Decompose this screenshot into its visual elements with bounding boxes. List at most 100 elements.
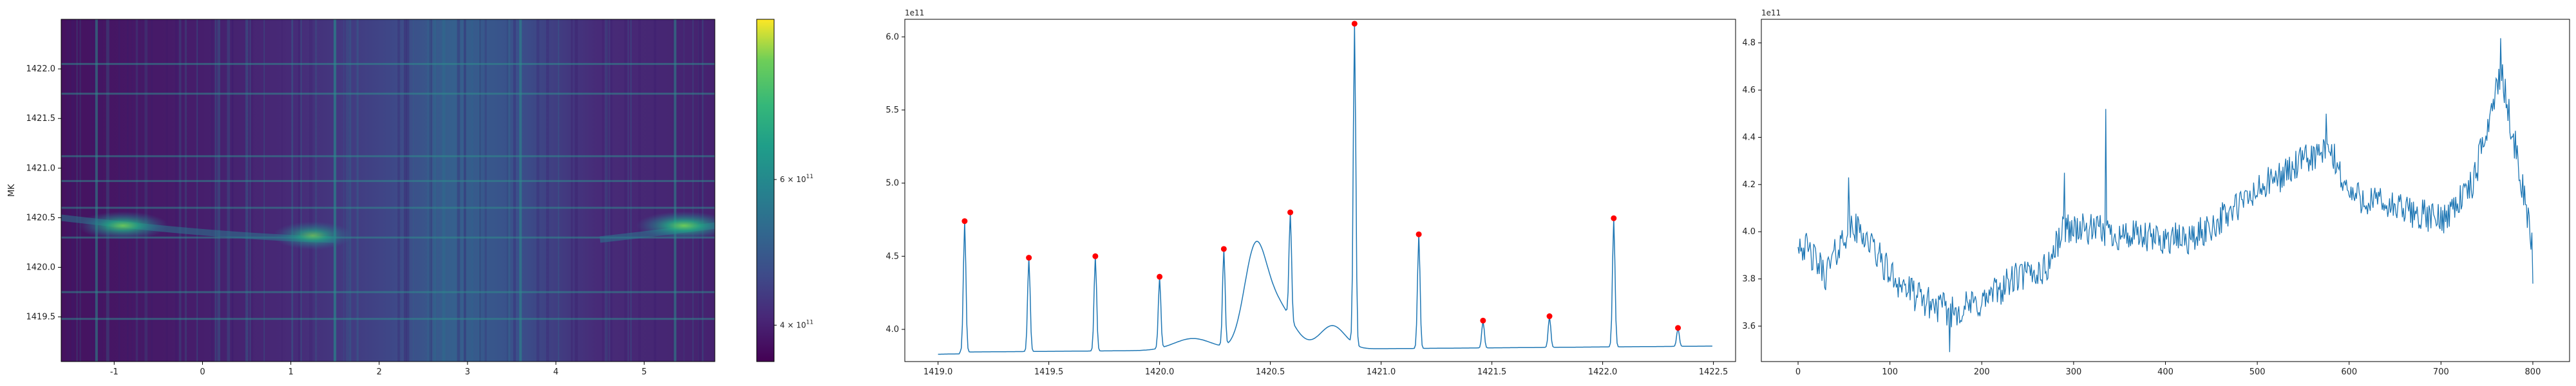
heatmap-column-stripe: [698, 19, 701, 362]
heatmap-frame: [61, 19, 715, 362]
heatmap-column-stripe: [638, 19, 641, 362]
heatmap-column-stripe: [442, 19, 445, 362]
heatmap-column-stripe: [471, 19, 474, 362]
colorbar-tick-mantissa: 6 × 10: [780, 175, 806, 184]
heatmap-column-stripe: [571, 19, 573, 362]
heatmap-column-stripe: [292, 19, 294, 362]
heatmap-bright-row: [61, 93, 715, 95]
heatmap-body: [61, 19, 715, 362]
heatmap-column-stripe: [144, 19, 148, 362]
heatmap-column-stripe: [624, 19, 627, 362]
heatmap-column-stripe: [433, 19, 437, 362]
heatmap-bright-row: [61, 207, 715, 209]
heatmap-column-stripe: [231, 19, 233, 362]
heatmap-bright-column: [519, 19, 522, 362]
colorbar-tick-label: 4 × 1011: [780, 319, 813, 329]
heatmap-column-stripe: [251, 19, 254, 362]
heatmap-column-stripe: [211, 19, 214, 362]
heatmap-column-stripe: [79, 19, 81, 362]
heatmap-column-stripe: [291, 19, 292, 362]
peak-marker: [1480, 317, 1486, 324]
heatmap-column-stripe: [350, 19, 352, 362]
x-tick-label: 1: [288, 367, 293, 377]
heatmap-column-stripe: [245, 19, 249, 362]
heatmap-column-stripe: [404, 19, 407, 362]
x-tick-label: 1421.0: [1367, 367, 1396, 377]
y-tick-label: 4.0: [886, 325, 899, 335]
heatmap-bright-row: [61, 155, 715, 158]
y-tick-label: 3.6: [1742, 322, 1756, 331]
x-tick-label: 800: [2525, 367, 2541, 377]
heatmap-column-stripe: [507, 19, 509, 362]
x-tick-label: 700: [2433, 367, 2449, 377]
peak-marker: [1157, 273, 1163, 280]
heatmap-column-stripe: [76, 19, 78, 362]
y-tick-label: 1420.5: [26, 213, 56, 223]
y-tick-label: 4.0: [1742, 227, 1756, 237]
heatmap-column-stripe: [536, 19, 540, 362]
x-tick-label: 1420.5: [1256, 367, 1285, 377]
x-tick-label: 200: [1974, 367, 1990, 377]
heatmap-bright-row: [61, 62, 715, 65]
x-tick-label: 0: [200, 367, 205, 377]
heatmap-column-stripe: [135, 19, 138, 362]
y-tick-label: 1419.5: [26, 313, 56, 322]
heatmap-panel: -1 0 1 2 3 4 5 1419.5 1420.0 1420.5 1421.0 1421.5 14…: [7, 19, 715, 377]
heatmap-column-stripe: [106, 19, 109, 362]
heatmap-column-stripe: [178, 19, 182, 362]
heatmap-column-stripe: [217, 19, 221, 362]
y-tick-label: 5.5: [886, 106, 899, 115]
heatmap-column-stripe: [546, 19, 549, 362]
heatmap-hotspot: [636, 211, 715, 240]
heatmap-column-stripe: [343, 19, 345, 362]
colorbar-tick-mantissa: 4 × 10: [780, 320, 806, 329]
plot-frame: [904, 19, 1736, 362]
heatmap-column-stripe: [429, 19, 432, 362]
y-tick-label: 4.6: [1742, 86, 1756, 95]
heatmap-column-stripe: [484, 19, 487, 362]
heatmap-column-stripe: [166, 19, 168, 362]
peak-marker: [1611, 215, 1617, 221]
heatmap-column-stripe: [601, 19, 604, 362]
x-tick-label: 0: [1795, 367, 1801, 377]
x-tick-label: -1: [110, 367, 118, 377]
x-tick-label: 4: [553, 367, 558, 377]
time-series-line: [1797, 38, 2533, 353]
heatmap-column-stripe: [346, 19, 350, 362]
heatmap-column-stripe: [702, 19, 704, 362]
heatmap-bright-row: [61, 236, 715, 239]
heatmap-bright-row: [61, 179, 715, 182]
heatmap-column-stripe: [606, 19, 609, 362]
heatmap-bright-column: [674, 19, 677, 362]
x-tick-label: 400: [2157, 367, 2174, 377]
heatmap-column-stripe: [184, 19, 187, 362]
heatmap-column-stripe: [605, 19, 608, 362]
peak-marker: [961, 218, 968, 225]
heatmap-column-stripe: [99, 19, 103, 362]
colorbar-gradient: [756, 19, 775, 362]
spectrum-line: [938, 23, 1712, 355]
heatmap-column-stripe: [464, 19, 466, 362]
heatmap-column-stripe: [683, 19, 685, 362]
heatmap-column-stripe: [314, 19, 317, 362]
heatmap-column-stripe: [232, 19, 234, 362]
colorbar-tick-exponent: 11: [806, 174, 813, 180]
heatmap-column-stripe: [444, 19, 446, 362]
peak-marker: [1416, 231, 1422, 237]
y-axis-label: MK: [7, 184, 17, 197]
colorbar-tick-label: 6 × 1011: [780, 174, 813, 184]
y-tick-label: 4.8: [1742, 39, 1756, 48]
heatmap-column-stripe: [698, 19, 699, 362]
colorbar-tick-exponent: 11: [806, 319, 813, 326]
heatmap-column-stripe: [227, 19, 231, 362]
heatmap-column-stripe: [397, 19, 401, 362]
heatmap-column-stripe: [627, 19, 629, 362]
time-series-panel: 0 100 200 300 400 500 600 700 800 3.6 3.8 4.0 4.2 4.4…: [1742, 8, 2570, 377]
heatmap-column-stripe: [513, 19, 516, 362]
x-tick-label: 1420.0: [1145, 367, 1175, 377]
y-tick-label: 6.0: [886, 32, 899, 42]
heatmap-hotspot: [272, 221, 353, 250]
heatmap-bright-row: [61, 318, 715, 320]
